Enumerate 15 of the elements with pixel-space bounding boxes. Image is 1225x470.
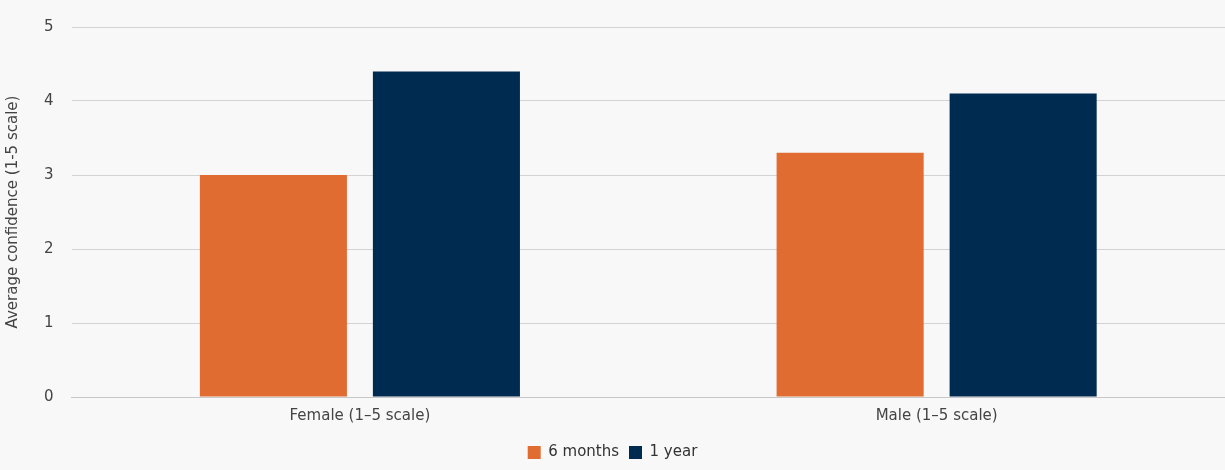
y-axis-title: Average confidence (1-5 scale) bbox=[2, 95, 21, 329]
legend-label: 1 year bbox=[649, 442, 699, 461]
y-tick-label: 5 bbox=[44, 16, 54, 35]
bar bbox=[949, 93, 1097, 397]
y-tick-label: 2 bbox=[44, 238, 54, 257]
bar bbox=[372, 71, 520, 397]
legend-label: 6 months bbox=[548, 442, 620, 461]
x-tick-label: Female (1–5 scale) bbox=[289, 405, 431, 424]
bar bbox=[776, 152, 924, 397]
bar bbox=[199, 175, 347, 397]
y-tick-label: 0 bbox=[44, 386, 54, 405]
x-tick-label: Male (1–5 scale) bbox=[875, 405, 998, 424]
y-tick-label: 3 bbox=[44, 164, 54, 183]
y-tick-label: 1 bbox=[44, 312, 54, 331]
y-tick-label: 4 bbox=[44, 90, 54, 109]
